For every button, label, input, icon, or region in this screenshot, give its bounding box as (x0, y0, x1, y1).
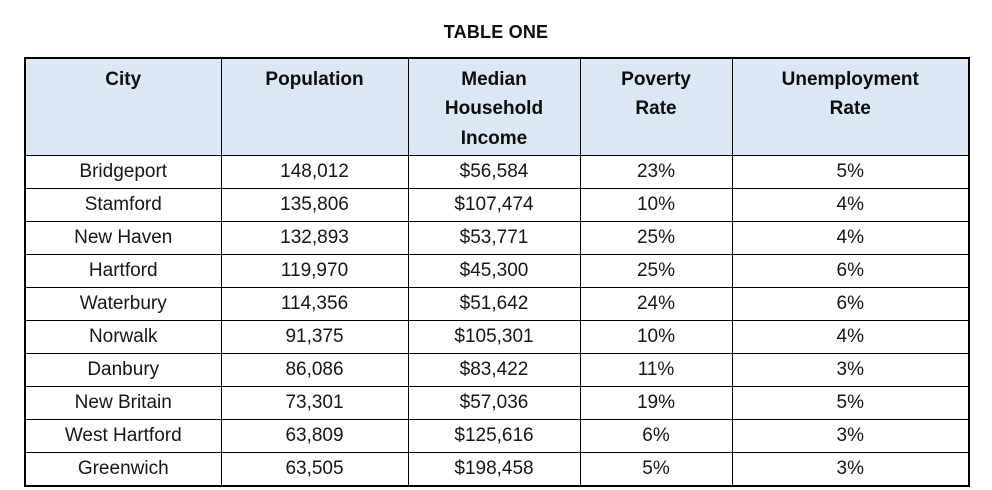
table-row: New Haven 132,893 $53,771 25% 4% (24, 221, 970, 256)
cell-median_household_income: $51,642 (407, 287, 581, 322)
cell-poverty_rate: 19% (579, 386, 733, 421)
cell-median_household_income: $83,422 (407, 353, 581, 388)
table-header-row: City Population Median Household Income Pov… (24, 57, 970, 157)
cell-median_household_income: $107,474 (407, 188, 581, 223)
column-header-poverty_rate: Poverty Rate (579, 57, 733, 157)
cell-poverty_rate: 23% (579, 155, 733, 190)
cell-city: Waterbury (24, 287, 222, 322)
cell-poverty_rate: 10% (579, 188, 733, 223)
cell-city: Greenwich (24, 452, 222, 487)
cell-median_household_income: $57,036 (407, 386, 581, 421)
cell-unemployment_rate: 6% (731, 287, 970, 322)
cell-unemployment_rate: 3% (731, 353, 970, 388)
cell-unemployment_rate: 5% (731, 155, 970, 190)
cell-unemployment_rate: 3% (731, 452, 970, 487)
cell-unemployment_rate: 4% (731, 320, 970, 355)
cell-median_household_income: $198,458 (407, 452, 581, 487)
cell-city: New Haven (24, 221, 222, 256)
cell-poverty_rate: 11% (579, 353, 733, 388)
table-title: TABLE ONE (443, 22, 549, 42)
cell-population: 135,806 (220, 188, 409, 223)
cell-poverty_rate: 25% (579, 254, 733, 289)
column-header-population: Population (220, 57, 409, 157)
cities-stats-table: City Population Median Household Income Pov… (24, 57, 970, 488)
cell-median_household_income: $56,584 (407, 155, 581, 190)
table-row: Danbury 86,086 $83,422 11% 3% (24, 353, 970, 388)
cell-unemployment_rate: 3% (731, 419, 970, 454)
cell-city: Norwalk (24, 320, 222, 355)
cell-poverty_rate: 25% (579, 221, 733, 256)
cell-population: 114,356 (220, 287, 409, 322)
cell-city: West Hartford (24, 419, 222, 454)
table-row: Greenwich 63,505 $198,458 5% 3% (24, 452, 970, 487)
column-header-city: City (24, 57, 222, 157)
cell-unemployment_rate: 5% (731, 386, 970, 421)
table-row: Bridgeport 148,012 $56,584 23% 5% (24, 155, 970, 190)
cell-city: New Britain (24, 386, 222, 421)
cell-population: 73,301 (220, 386, 409, 421)
cell-population: 132,893 (220, 221, 409, 256)
cell-poverty_rate: 10% (579, 320, 733, 355)
cell-population: 91,375 (220, 320, 409, 355)
cell-population: 148,012 (220, 155, 409, 190)
table-row: West Hartford 63,809 $125,616 6% 3% (24, 419, 970, 454)
cell-population: 119,970 (220, 254, 409, 289)
table-row: Hartford 119,970 $45,300 25% 6% (24, 254, 970, 289)
cell-unemployment_rate: 6% (731, 254, 970, 289)
table-body: Bridgeport 148,012 $56,584 23% 5% Stamford 135… (24, 155, 970, 487)
cell-median_household_income: $45,300 (407, 254, 581, 289)
table-row: Stamford 135,806 $107,474 10% 4% (24, 188, 970, 223)
cell-city: Stamford (24, 188, 222, 223)
cell-median_household_income: $53,771 (407, 221, 581, 256)
cell-unemployment_rate: 4% (731, 188, 970, 223)
cell-population: 63,809 (220, 419, 409, 454)
cell-population: 63,505 (220, 452, 409, 487)
column-header-unemployment_rate: Unemployment Rate (731, 57, 970, 157)
table-header: City Population Median Household Income Pov… (24, 57, 970, 157)
table-row: New Britain 73,301 $57,036 19% 5% (24, 386, 970, 421)
cell-poverty_rate: 5% (579, 452, 733, 487)
cell-median_household_income: $105,301 (407, 320, 581, 355)
table-row: Waterbury 114,356 $51,642 24% 6% (24, 287, 970, 322)
cell-median_household_income: $125,616 (407, 419, 581, 454)
column-header-median_household_income: Median Household Income (407, 57, 581, 157)
table-row: Norwalk 91,375 $105,301 10% 4% (24, 320, 970, 355)
cell-unemployment_rate: 4% (731, 221, 970, 256)
cell-poverty_rate: 24% (579, 287, 733, 322)
cell-population: 86,086 (220, 353, 409, 388)
cell-city: Bridgeport (24, 155, 222, 190)
cell-poverty_rate: 6% (579, 419, 733, 454)
cell-city: Hartford (24, 254, 222, 289)
cell-city: Danbury (24, 353, 222, 388)
